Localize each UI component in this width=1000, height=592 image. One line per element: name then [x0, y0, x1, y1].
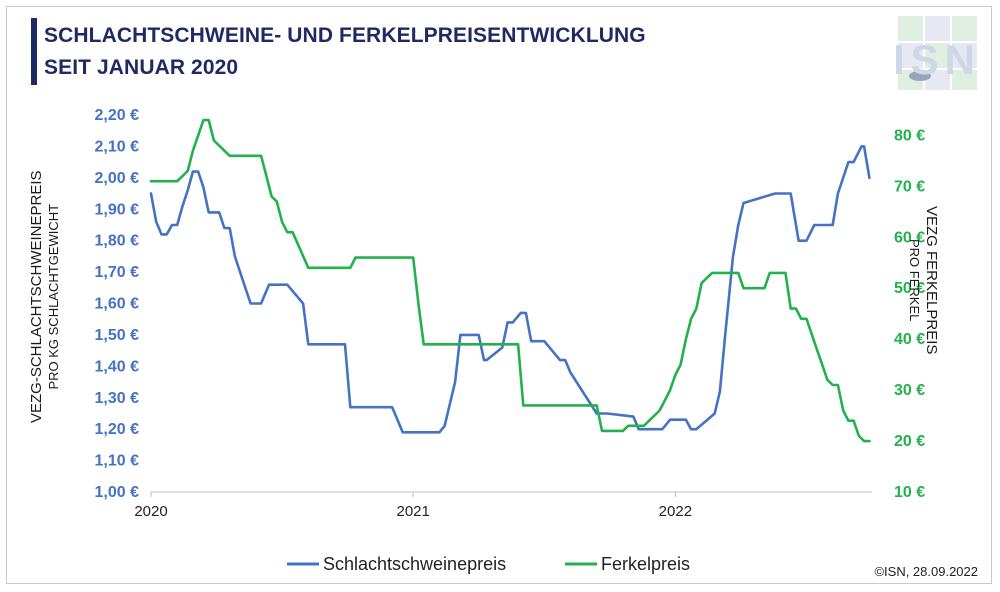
right-tick-label: 60 €	[894, 229, 925, 246]
left-tick-label: 2,00 €	[95, 170, 140, 187]
legend-label-ferkelpreis: Ferkelpreis	[601, 554, 690, 574]
chart-frame	[6, 6, 992, 584]
left-axis-label-line2: PRO KG SCHLACHTGEWICHT	[46, 203, 61, 390]
left-tick-label: 2,20 €	[95, 107, 140, 124]
left-tick-label: 1,40 €	[95, 358, 140, 375]
isn-logo: ISN	[896, 16, 978, 90]
left-tick-label: 1,70 €	[95, 264, 140, 281]
left-tick-label: 1,10 €	[95, 453, 140, 470]
right-axis-label-line2: PRO FERKEL	[907, 239, 922, 322]
left-tick-label: 1,60 €	[95, 296, 140, 313]
series-line-schlachtschweinepreis	[149, 145, 871, 434]
chart-title-line1: SCHLACHTSCHWEINE- UND FERKELPREISENTWICK…	[44, 24, 646, 47]
series-line-ferkelpreis	[149, 118, 871, 443]
left-tick-label: 1,90 €	[95, 201, 140, 218]
left-tick-label: 1,30 €	[95, 390, 140, 407]
logo-text: ISN	[896, 36, 978, 83]
right-tick-label: 10 €	[894, 484, 925, 501]
right-tick-label: 40 €	[894, 331, 925, 348]
right-axis-label-line1: VEZG FERKELPREIS	[923, 206, 940, 355]
chart-title: SCHLACHTSCHWEINE- UND FERKELPREISENTWICK…	[44, 20, 646, 84]
left-tick-label: 1,80 €	[95, 233, 140, 250]
left-tick-label: 2,10 €	[95, 138, 140, 155]
x-tick-label: 2022	[659, 503, 692, 520]
right-tick-label: 30 €	[894, 382, 925, 399]
left-axis-label-line1: VEZG-SCHLACHTSCHWEINEPREIS	[28, 170, 45, 423]
chart-title-line2: SEIT JANUAR 2020	[44, 56, 239, 79]
right-tick-label: 80 €	[894, 127, 925, 144]
title-accent-bar	[31, 18, 37, 85]
x-tick-label: 2020	[134, 503, 167, 520]
right-tick-label: 70 €	[894, 178, 925, 195]
x-tick-label: 2021	[396, 503, 429, 520]
left-tick-label: 1,00 €	[95, 484, 140, 501]
left-tick-label: 1,20 €	[95, 421, 140, 438]
right-tick-label: 50 €	[894, 280, 925, 297]
left-axis-label: VEZG-SCHLACHTSCHWEINEPREIS PRO KG SCHLAC…	[28, 170, 61, 423]
legend-label-schlachtschweinepreis: Schlachtschweinepreis	[323, 554, 506, 574]
right-tick-label: 20 €	[894, 433, 925, 450]
right-axis-label: VEZG FERKELPREIS PRO FERKEL	[907, 206, 940, 354]
left-tick-label: 1,50 €	[95, 327, 140, 344]
copyright-note: ©ISN, 28.09.2022	[874, 564, 978, 579]
